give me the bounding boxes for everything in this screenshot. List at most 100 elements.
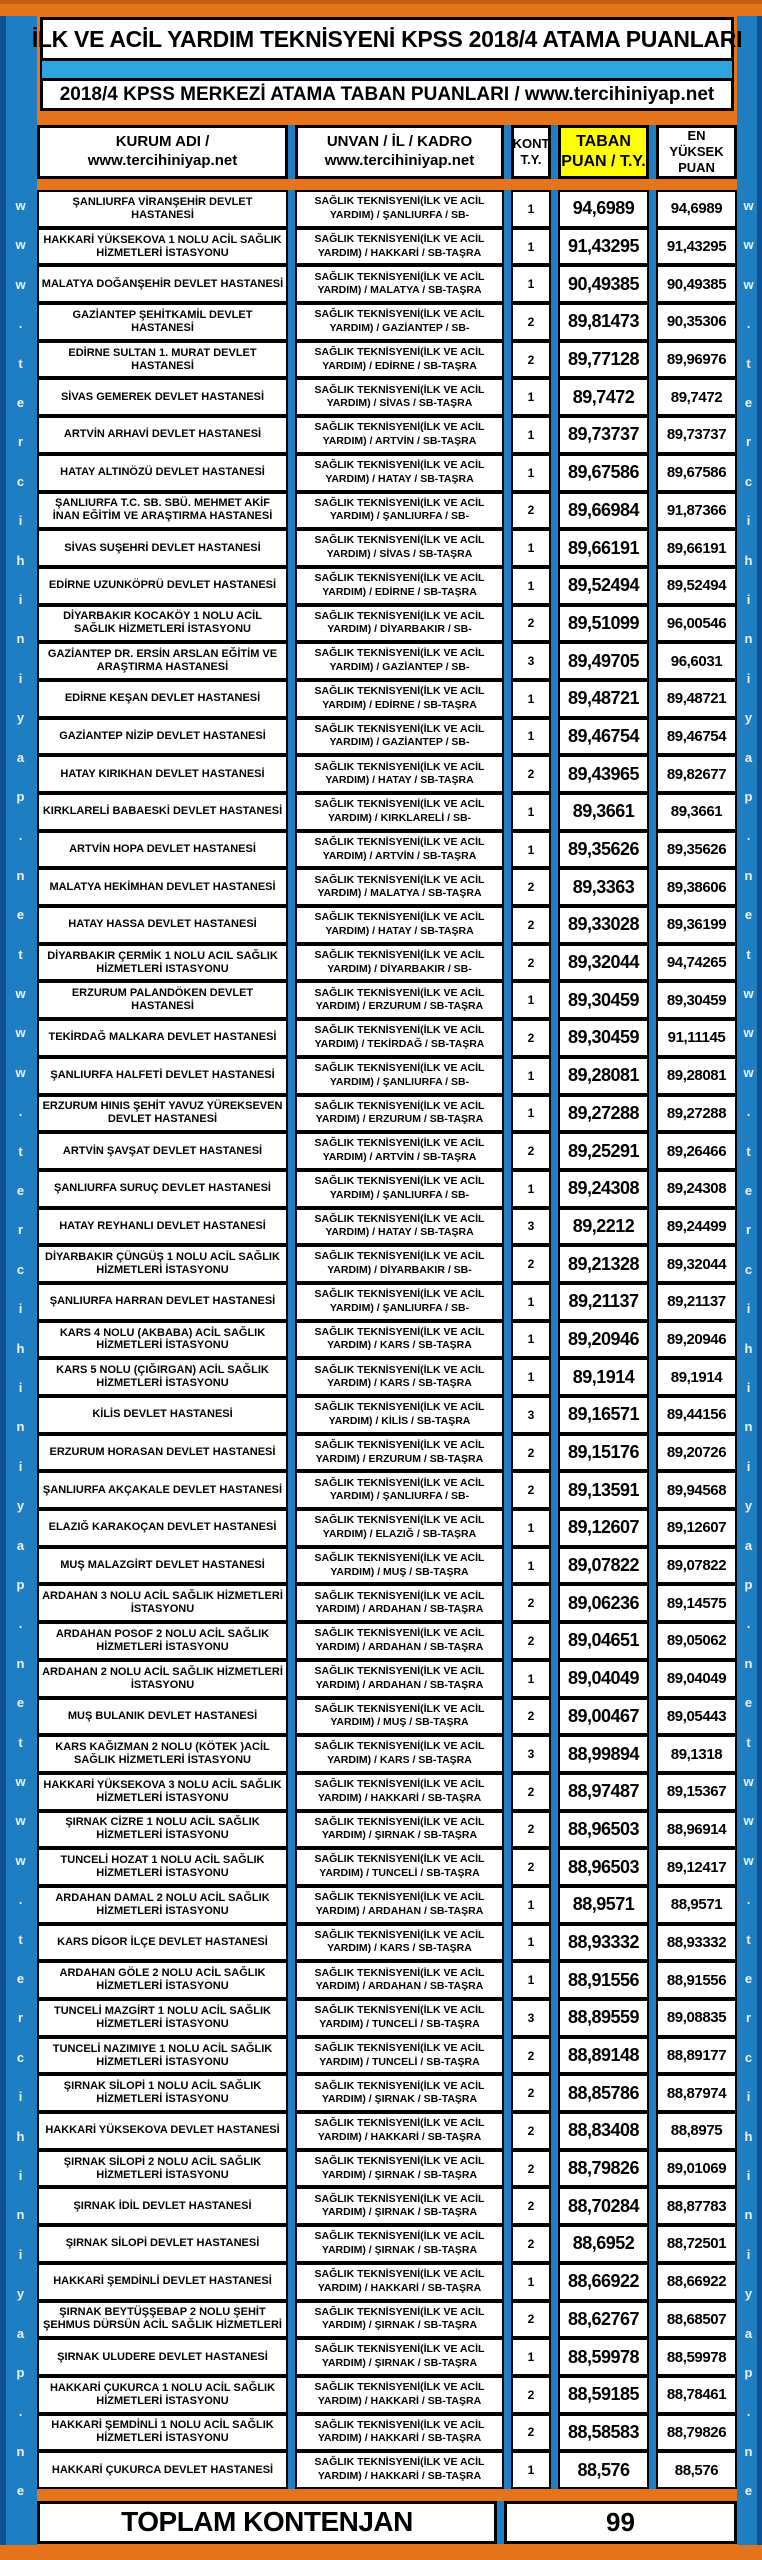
row-unvan-line1: SAĞLIK TEKNİSYENİ(İLK VE ACİL xyxy=(314,2192,485,2205)
row-kont-cell: 2 xyxy=(511,2149,551,2188)
watermark-letter: e xyxy=(744,1695,753,1711)
watermark-letter: n xyxy=(16,1419,25,1435)
row-kurum-cell: ŞANLIURFA SURUÇ DEVLET HASTANESİ xyxy=(37,1169,288,1208)
watermark-letter: p xyxy=(16,789,25,804)
watermark-letter: r xyxy=(17,2010,24,2026)
table-body: ŞANLIURFA VİRANŞEHİR DEVLET HASTANESİ SA… xyxy=(37,190,737,2489)
row-yuksek-cell: 89,20726 xyxy=(656,1433,737,1472)
watermark-letter: i xyxy=(746,1458,751,1474)
row-yuksek-cell: 89,01069 xyxy=(656,2149,737,2188)
row-yuksek-cell: 89,52494 xyxy=(656,566,737,605)
watermark-letter: h xyxy=(16,552,25,568)
table-row: GAZİANTEP NİZİP DEVLET HASTANESİ SAĞLIK … xyxy=(37,717,737,756)
row-unvan-line1: SAĞLIK TEKNİSYENİ(İLK VE ACİL xyxy=(314,1665,485,1678)
row-unvan-cell: SAĞLIK TEKNİSYENİ(İLK VE ACİL YARDIM) / … xyxy=(295,604,504,643)
watermark-letter: p xyxy=(744,2365,753,2380)
table-footer: TOPLAM KONTENJAN 99 xyxy=(37,2500,737,2544)
row-unvan-cell: SAĞLIK TEKNİSYENİ(İLK VE ACİL YARDIM) / … xyxy=(295,1622,504,1660)
row-unvan-cell: SAĞLIK TEKNİSYENİ(İLK VE ACİL YARDIM) / … xyxy=(295,1320,504,1359)
table-row: HATAY KIRIKHAN DEVLET HASTANESİ SAĞLIK T… xyxy=(37,755,737,793)
row-unvan-line2: YARDIM) / DİYARBAKIR / SB- xyxy=(327,623,472,636)
watermark-letter: i xyxy=(746,1380,751,1395)
row-kurum-cell: TUNCELİ NAZIMIYE 1 NOLU ACİL SAĞLIK HİZM… xyxy=(37,2036,288,2075)
row-unvan-line2: YARDIM) / KARS / SB-TAŞRA xyxy=(327,1754,472,1767)
row-unvan-cell: SAĞLIK TEKNİSYENİ(İLK VE ACİL YARDIM) / … xyxy=(295,453,504,492)
row-kurum-cell: HAKKARİ ÇUKURCA DEVLET HASTANESİ xyxy=(37,2451,288,2489)
row-yuksek-cell: 89,05062 xyxy=(656,1622,737,1660)
row-kurum-cell: ŞANLIURFA T.C. SB. SBÜ. MEHMET AKİF İNAN… xyxy=(37,491,288,530)
row-unvan-line1: SAĞLIK TEKNİSYENİ(İLK VE ACİL xyxy=(314,2004,485,2017)
row-unvan-line1: SAĞLIK TEKNİSYENİ(İLK VE ACİL xyxy=(314,572,485,585)
row-kont-cell: 1 xyxy=(511,830,551,869)
watermark-letter: e xyxy=(744,2483,753,2499)
row-unvan-cell: SAĞLIK TEKNİSYENİ(İLK VE ACİL YARDIM) / … xyxy=(295,1961,504,1999)
watermark-letter: r xyxy=(745,1222,752,1238)
watermark-letter: w xyxy=(743,198,754,213)
row-unvan-cell: SAĞLIK TEKNİSYENİ(İLK VE ACİL YARDIM) / … xyxy=(295,2036,504,2075)
row-kurum-cell: HATAY REYHANLI DEVLET HASTANESİ xyxy=(37,1207,288,1246)
row-unvan-line2: YARDIM) / HAKKARİ / SB-TAŞRA xyxy=(317,2394,482,2407)
row-kont-cell: 1 xyxy=(511,1961,551,1999)
watermark-letter: t xyxy=(746,1734,751,1750)
watermark-letter: p xyxy=(744,789,753,804)
watermark-letter: i xyxy=(746,513,751,529)
row-kurum-cell: MALATYA DOĞANŞEHİR DEVLET HASTANESİ xyxy=(37,265,288,304)
watermark-letter: n xyxy=(744,631,753,647)
header-taban: TABAN PUAN / T.Y. xyxy=(558,125,649,179)
row-yuksek-cell: 94,6989 xyxy=(656,190,737,228)
watermark-letter: a xyxy=(744,749,753,765)
watermark-letter: t xyxy=(746,1931,751,1947)
row-unvan-cell: SAĞLIK TEKNİSYENİ(İLK VE ACİL YARDIM) / … xyxy=(295,1433,504,1472)
row-unvan-line2: YARDIM) / HATAY / SB-TAŞRA xyxy=(325,924,474,937)
row-unvan-line1: SAĞLIK TEKNİSYENİ(İLK VE ACİL xyxy=(314,1702,485,1715)
row-kurum-cell: HAKKARİ ŞEMDİNLİ DEVLET HASTANESİ xyxy=(37,2262,288,2301)
row-unvan-cell: SAĞLIK TEKNİSYENİ(İLK VE ACİL YARDIM) / … xyxy=(295,2187,504,2226)
watermark-letter: r xyxy=(745,434,752,450)
table-row: ŞANLIURFA SURUÇ DEVLET HASTANESİ SAĞLIK … xyxy=(37,1169,737,1208)
watermark-letter: . xyxy=(18,1104,23,1120)
row-kurum-cell: ŞIRNAK İDİL DEVLET HASTANESİ xyxy=(37,2187,288,2226)
row-unvan-cell: SAĞLIK TEKNİSYENİ(İLK VE ACİL YARDIM) / … xyxy=(295,1207,504,1246)
table-row: TEKİRDAĞ MALKARA DEVLET HASTANESİ SAĞLIK… xyxy=(37,1019,737,1057)
row-unvan-line2: YARDIM) / ERZURUM / SB-TAŞRA xyxy=(315,1000,484,1013)
header-yuksek: EN YÜKSEK PUAN xyxy=(656,125,737,179)
row-yuksek-cell: 88,79826 xyxy=(656,2413,737,2452)
row-unvan-line1: SAĞLIK TEKNİSYENİ(İLK VE ACİL xyxy=(314,421,485,434)
row-yuksek-cell: 89,14575 xyxy=(656,1584,737,1623)
row-kurum-cell: KARS 4 NOLU (AKBABA) ACİL SAĞLIK HİZMETL… xyxy=(37,1320,288,1359)
watermark-letter: e xyxy=(16,1695,25,1711)
row-unvan-cell: SAĞLIK TEKNİSYENİ(İLK VE ACİL YARDIM) / … xyxy=(295,2413,504,2452)
row-kont-cell: 1 xyxy=(511,2338,551,2376)
row-unvan-line2: YARDIM) / KARS / SB-TAŞRA xyxy=(327,1339,472,1352)
table-row: KIRKLARELİ BABAESKİ DEVLET HASTANESİ SAĞ… xyxy=(37,793,737,831)
row-unvan-cell: SAĞLIK TEKNİSYENİ(İLK VE ACİL YARDIM) / … xyxy=(295,1132,504,1170)
row-taban-cell: 89,30459 xyxy=(558,981,649,1020)
row-unvan-line1: SAĞLIK TEKNİSYENİ(İLK VE ACİL xyxy=(314,1062,485,1075)
row-unvan-cell: SAĞLIK TEKNİSYENİ(İLK VE ACİL YARDIM) / … xyxy=(295,190,504,228)
row-unvan-line2: YARDIM) / ŞIRNAK / SB-TAŞRA xyxy=(321,2243,478,2256)
row-unvan-line1: SAĞLIK TEKNİSYENİ(İLK VE ACİL xyxy=(314,685,485,698)
row-kont-cell: 2 xyxy=(511,604,551,643)
row-kont-cell: 1 xyxy=(511,1885,551,1924)
row-unvan-line1: SAĞLIK TEKNİSYENİ(İLK VE ACİL xyxy=(314,1476,485,1489)
row-taban-cell: 89,30459 xyxy=(558,1019,649,1057)
row-kurum-cell: GAZİANTEP NİZİP DEVLET HASTANESİ xyxy=(37,717,288,756)
watermark-letter: n xyxy=(16,2207,25,2223)
watermark-letter: i xyxy=(18,2246,23,2262)
row-unvan-cell: SAĞLIK TEKNİSYENİ(İLK VE ACİL YARDIM) / … xyxy=(295,340,504,379)
row-kont-cell: 1 xyxy=(511,227,551,266)
watermark-letter: c xyxy=(16,473,25,489)
table-row: HATAY HASSA DEVLET HASTANESİ SAĞLIK TEKN… xyxy=(37,906,737,944)
row-unvan-line2: YARDIM) / KARS / SB-TAŞRA xyxy=(327,1942,472,1955)
row-unvan-cell: SAĞLIK TEKNİSYENİ(İLK VE ACİL YARDIM) / … xyxy=(295,717,504,756)
row-unvan-line2: YARDIM) / ŞANLIURFA / SB- xyxy=(329,1188,470,1201)
watermark-letter: w xyxy=(15,1813,26,1829)
watermark-letter: w xyxy=(743,986,754,1001)
row-kurum-cell: TUNCELİ MAZGİRT 1 NOLU ACİL SAĞLIK HİZME… xyxy=(37,1999,288,2037)
table-content: İLK VE ACİL YARDIM TEKNİSYENİ KPSS 2018/… xyxy=(32,16,743,2544)
watermark-letter: w xyxy=(743,1813,754,1829)
row-unvan-cell: SAĞLIK TEKNİSYENİ(İLK VE ACİL YARDIM) / … xyxy=(295,1169,504,1208)
row-taban-cell: 88,66922 xyxy=(558,2262,649,2301)
row-yuksek-cell: 88,66922 xyxy=(656,2262,737,2301)
row-unvan-line2: YARDIM) / HATAY / SB-TAŞRA xyxy=(325,1226,474,1239)
